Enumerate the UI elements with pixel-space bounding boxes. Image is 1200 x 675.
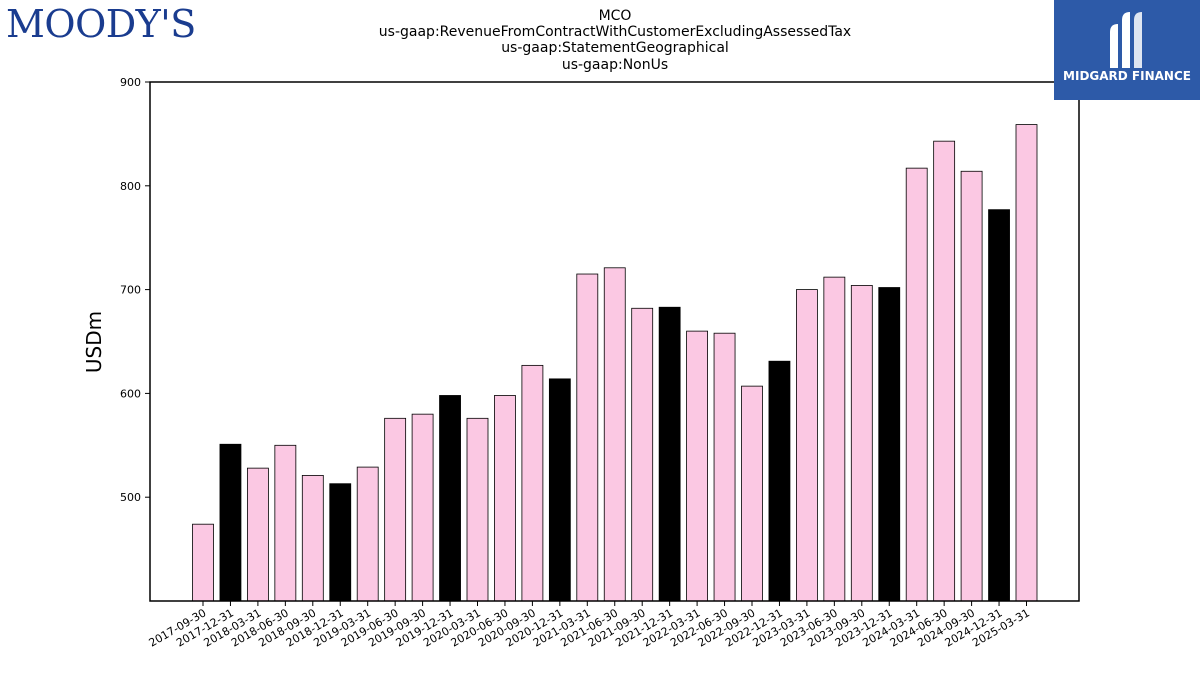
bar-2018-09-30 xyxy=(301,474,324,602)
x-axis-ticks: 2017-09-302017-12-312018-03-312018-06-30… xyxy=(147,601,1032,650)
plot-frame xyxy=(149,81,1080,602)
bar-2024-12-31 xyxy=(988,209,1010,602)
bar-series xyxy=(192,124,1038,602)
bar-2020-06-30 xyxy=(494,395,516,602)
bar-2021-12-31 xyxy=(658,306,681,602)
bar-2023-09-30 xyxy=(850,285,873,602)
bar-2018-03-31 xyxy=(246,467,269,602)
bar-2022-09-30 xyxy=(741,385,763,602)
bar-2019-12-31 xyxy=(439,395,461,602)
bar-2024-09-30 xyxy=(960,170,983,602)
bar-2020-09-30 xyxy=(521,364,544,602)
midgard-finance-logo: MIDGARD FINANCE xyxy=(1054,0,1200,100)
bar-2020-12-31 xyxy=(548,378,571,602)
bar-2022-06-30 xyxy=(713,332,736,602)
y-tick-label: 700 xyxy=(120,284,141,297)
bar-2019-09-30 xyxy=(411,413,434,602)
midgard-mark-icon xyxy=(1110,12,1142,68)
chart-title-line-1: MCO xyxy=(599,8,632,24)
bar-2024-03-31 xyxy=(905,167,928,602)
bar-2020-03-31 xyxy=(466,417,489,602)
chart-title: MCO us-gaap:RevenueFromContractWithCusto… xyxy=(379,8,851,73)
bar-2017-12-31 xyxy=(219,443,242,602)
bar-2023-06-30 xyxy=(823,276,846,602)
moodys-logo: MOODY'S xyxy=(6,2,196,46)
y-axis-ticks: 500 600 700 800 900 xyxy=(120,76,150,504)
y-tick-label: 600 xyxy=(120,387,141,400)
bar-2024-06-30 xyxy=(933,140,956,602)
chart-title-line-3: us-gaap:StatementGeographical xyxy=(501,40,729,56)
chart-title-line-4: us-gaap:NonUs xyxy=(562,57,668,73)
midgard-finance-name: MIDGARD FINANCE xyxy=(1063,69,1191,83)
chart-title-line-2: us-gaap:RevenueFromContractWithCustomerE… xyxy=(379,24,851,40)
bar-2021-06-30 xyxy=(603,267,626,602)
y-tick-label: 800 xyxy=(120,180,141,193)
y-tick-label: 500 xyxy=(120,491,141,504)
bar-2025-03-31 xyxy=(1015,124,1038,602)
bar-2022-12-31 xyxy=(768,360,791,602)
bar-2018-12-31 xyxy=(329,483,352,602)
bar-2018-06-30 xyxy=(274,444,297,602)
bar-2023-03-31 xyxy=(796,289,818,602)
bar-2021-09-30 xyxy=(631,307,654,602)
bar-2022-03-31 xyxy=(686,330,708,602)
bar-2023-12-31 xyxy=(878,287,901,602)
y-axis-label: USDm xyxy=(82,311,106,373)
bar-2021-03-31 xyxy=(576,273,599,602)
bar-2019-03-31 xyxy=(356,466,379,602)
y-tick-label: 900 xyxy=(120,76,141,89)
bar-2017-09-30 xyxy=(192,523,214,602)
bar-2019-06-30 xyxy=(384,417,407,602)
